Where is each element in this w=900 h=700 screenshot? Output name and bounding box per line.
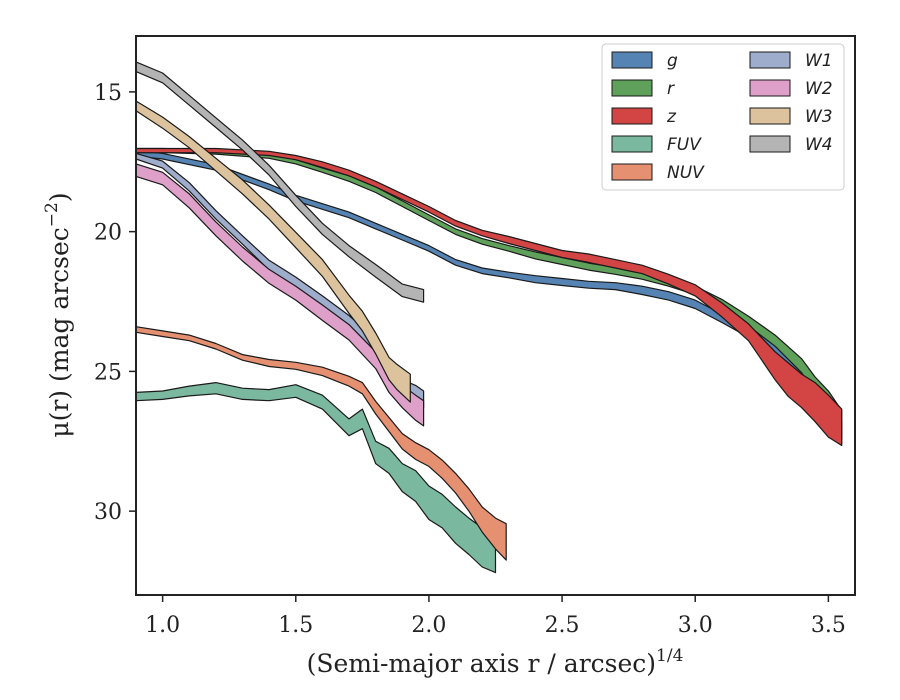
- legend-swatch-g: [611, 51, 653, 69]
- legend-label-w1: W1: [805, 51, 833, 71]
- legend-label-r: r: [667, 79, 675, 99]
- y-axis-ticks: 15 20 25 30: [94, 81, 136, 525]
- legend-swatch-w1: [749, 51, 791, 69]
- plot-frame: [135, 35, 856, 596]
- x-tick-label: 1.5: [278, 613, 313, 638]
- legend-swatch-z: [611, 107, 653, 125]
- x-tick-label: 3.5: [811, 613, 846, 638]
- band-w2: [135, 163, 425, 427]
- legend-swatch-r: [611, 79, 653, 97]
- band-z: [135, 147, 843, 447]
- x-axis-label-exponent: 1/4: [656, 646, 683, 666]
- legend-label-g: g: [667, 51, 678, 71]
- x-axis-label: (Semi-major axis r / arcsec)1/4: [307, 646, 684, 678]
- legend-swatch-fuv: [611, 135, 653, 153]
- y-axis-label-close: ): [45, 192, 74, 202]
- y-axis-label: μ(r) (mag arcsec−2): [42, 192, 74, 437]
- legend-label-w4: W4: [805, 135, 833, 155]
- legend-label-z: z: [666, 107, 677, 127]
- legend-swatch-w3: [749, 107, 791, 125]
- legend-label-nuv: NUV: [667, 163, 705, 183]
- y-tick-label: 20: [94, 221, 122, 246]
- band-w3: [135, 100, 411, 403]
- legend-label-w2: W2: [805, 79, 833, 99]
- x-tick-label: 1.0: [145, 613, 180, 638]
- y-axis-label-main: μ(r) (mag arcsec: [45, 227, 74, 437]
- x-tick-label: 3.0: [678, 613, 713, 638]
- legend-label-w3: W3: [805, 107, 833, 127]
- legend-entries: grz FUV NUV W1 W2 W3 W4: [611, 51, 833, 183]
- band-fuv: [135, 382, 497, 574]
- x-tick-label: 2.0: [411, 613, 446, 638]
- legend: grz FUV NUV W1 W2 W3 W4: [601, 43, 845, 191]
- x-axis-label-main: (Semi-major axis r / arcsec): [307, 649, 656, 678]
- y-tick-label: 30: [94, 500, 122, 525]
- y-tick-label: 15: [94, 81, 122, 106]
- legend-swatch-w2: [749, 79, 791, 97]
- profile-bands: [135, 61, 843, 574]
- band-w4: [135, 61, 425, 303]
- legend-swatch-w4: [749, 135, 791, 153]
- y-tick-label: 25: [94, 360, 122, 385]
- legend-label-fuv: FUV: [667, 135, 702, 155]
- x-tick-label: 2.5: [545, 613, 580, 638]
- x-axis-ticks: 1.0 1.5 2.0 2.5 3.0 3.5: [145, 595, 846, 638]
- band-nuv: [135, 326, 507, 561]
- y-axis-label-exponent: −2: [42, 202, 62, 227]
- legend-swatch-nuv: [611, 163, 653, 181]
